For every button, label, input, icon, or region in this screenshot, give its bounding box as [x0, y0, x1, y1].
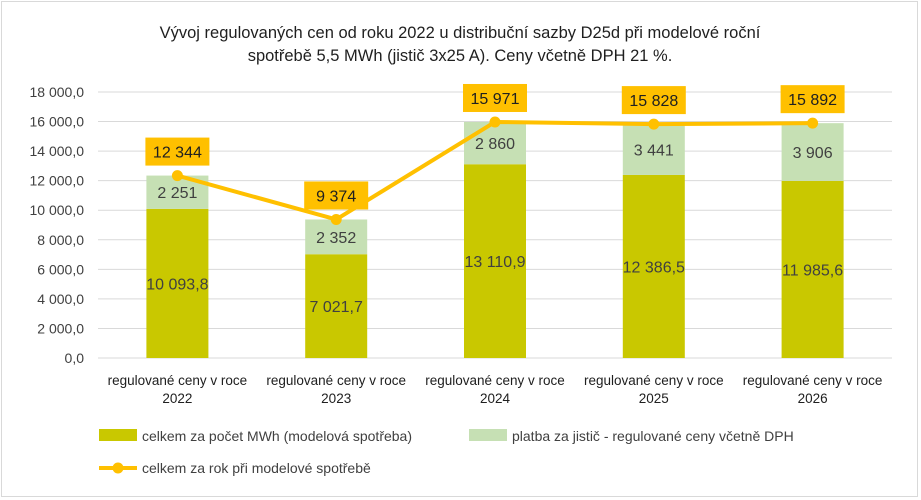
y-tick-label: 14 000,0	[30, 143, 85, 159]
data-label-consumption: 13 110,9	[464, 254, 525, 271]
total-label: 9 374	[316, 188, 356, 205]
x-category-label: 2024	[480, 391, 511, 406]
x-category-label: regulované ceny v roce	[425, 373, 565, 388]
bar-segment-breaker	[464, 121, 526, 165]
data-label-breaker: 3 906	[793, 145, 833, 162]
total-line-point	[330, 213, 342, 225]
x-category-label: 2022	[162, 391, 192, 406]
data-label-breaker: 2 352	[316, 230, 356, 247]
total-label: 15 971	[471, 91, 520, 108]
x-category-label: 2025	[639, 391, 669, 406]
bar-segment-consumption	[622, 174, 685, 358]
data-label-breaker: 2 860	[475, 136, 515, 153]
y-tick-label: 0,0	[65, 350, 85, 366]
total-label: 15 892	[788, 92, 837, 109]
total-label-box	[145, 137, 210, 166]
legend-label-total: celkem za rok při modelové spotřebě	[142, 460, 371, 476]
total-label-box	[463, 83, 527, 112]
total-label-box	[780, 85, 845, 114]
bar-segment-breaker	[622, 124, 685, 175]
total-label: 12 344	[153, 145, 202, 162]
data-label-breaker: 2 251	[157, 185, 197, 202]
legend-label-breaker: platba za jistič - regulované ceny včetn…	[512, 428, 794, 444]
y-tick-label: 2 000,0	[37, 320, 84, 336]
x-category-label: 2026	[798, 391, 828, 406]
total-line-point	[489, 116, 501, 128]
total-line-point	[807, 117, 819, 129]
legend-swatch-breaker	[469, 429, 507, 441]
legend-label-consumption: celkem za počet MWh (modelová spotřeba)	[142, 428, 412, 444]
legend-swatch-consumption	[99, 429, 137, 441]
chart-title-line: spotřebě 5,5 MWh (jistič 3x25 A). Ceny v…	[248, 47, 673, 65]
total-label-box	[304, 181, 369, 210]
x-category-label: regulované ceny v roce	[266, 373, 406, 388]
total-label-box	[621, 86, 686, 115]
bar-segment-consumption	[464, 164, 526, 358]
data-label-consumption: 7 021,7	[310, 299, 363, 316]
y-tick-label: 6 000,0	[37, 261, 84, 277]
x-category-label: regulované ceny v roce	[108, 373, 248, 388]
total-line-point	[171, 170, 183, 182]
y-tick-label: 18 000,0	[30, 84, 85, 100]
bar-segment-consumption	[781, 180, 844, 358]
x-category-label: regulované ceny v roce	[584, 373, 724, 388]
data-label-consumption: 11 985,6	[782, 262, 843, 279]
bar-segment-consumption	[305, 254, 368, 358]
x-category-label: 2023	[321, 391, 351, 406]
total-line-point	[648, 118, 660, 130]
y-tick-label: 12 000,0	[30, 173, 85, 189]
data-label-breaker: 3 441	[634, 143, 674, 160]
y-tick-label: 8 000,0	[37, 232, 84, 248]
y-tick-label: 4 000,0	[37, 291, 84, 307]
legend-swatch-total-marker	[112, 462, 124, 474]
y-tick-label: 16 000,0	[30, 114, 85, 130]
data-label-consumption: 12 386,5	[623, 259, 685, 276]
bar-segment-breaker	[305, 219, 368, 255]
total-label: 15 828	[629, 93, 678, 110]
bar-segment-breaker	[781, 123, 844, 181]
chart-title-line: Vývoj regulovaných cen od roku 2022 u di…	[160, 24, 761, 42]
x-category-label: regulované ceny v roce	[743, 373, 883, 388]
data-label-consumption: 10 093,8	[146, 276, 208, 293]
y-tick-label: 10 000,0	[30, 202, 85, 218]
bar-segment-consumption	[146, 208, 209, 358]
